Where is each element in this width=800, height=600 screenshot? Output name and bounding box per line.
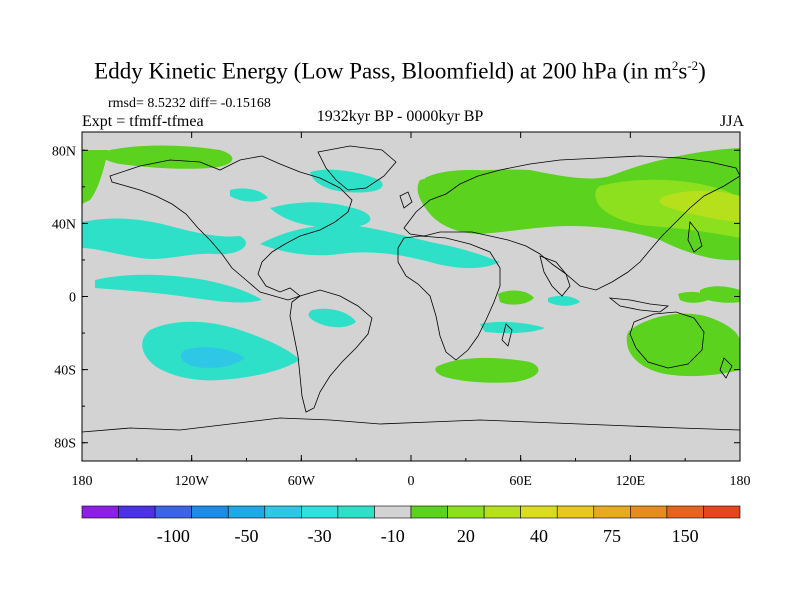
anomaly-north-atlantic-arctic-positive xyxy=(82,150,108,204)
coastlines xyxy=(82,145,740,433)
colorbar-label: 75 xyxy=(603,526,621,546)
anomaly-mid-atlantic-negative xyxy=(270,202,371,228)
coast-madagascar xyxy=(501,323,513,347)
colorbar-swatch xyxy=(81,505,119,519)
x-tick-label: 120E xyxy=(616,474,646,489)
coast-greenland xyxy=(317,145,397,191)
coast-africa xyxy=(397,235,501,361)
colorbar-label: -50 xyxy=(235,526,259,546)
x-tick-label: 180 xyxy=(72,474,93,489)
plot-title: Eddy Kinetic Energy (Low Pass, Bloomfiel… xyxy=(94,58,706,84)
y-tick-label: 40S xyxy=(54,364,76,379)
colorbar-swatch xyxy=(154,505,192,519)
colorbar-swatch xyxy=(374,505,412,519)
anomaly-arctic-positive xyxy=(102,145,233,169)
colorbar-swatch xyxy=(191,505,229,519)
anomaly-north-atlantic-negative xyxy=(260,224,500,269)
anomaly-australia-positive xyxy=(626,313,740,377)
rmsd-diff-stats: rmsd= 8.5232 diff= -0.15168 xyxy=(108,96,271,111)
colorbar-label: 150 xyxy=(672,526,699,546)
y-tick-label: 80S xyxy=(54,437,76,452)
anomaly-arctic-americas-negative xyxy=(310,169,383,193)
anomaly-indian-negative xyxy=(480,321,545,334)
coast-australia xyxy=(629,311,705,369)
colorbar-swatch xyxy=(118,505,156,519)
colorbar-swatch xyxy=(630,505,668,519)
x-tick-label: 0 xyxy=(408,474,415,489)
colorbar-label: -30 xyxy=(308,526,332,546)
colorbar-label: 40 xyxy=(530,526,548,546)
y-tick-label: 80N xyxy=(52,144,76,159)
x-tick-label: 180 xyxy=(730,474,751,489)
season-label: JJA xyxy=(719,113,744,130)
coast-new-zealand xyxy=(719,357,733,379)
experiment-label: Expt = tfmff-tfmea xyxy=(82,113,204,130)
anomaly-eurasia-positive xyxy=(417,148,740,261)
coast-antarctica xyxy=(82,417,740,433)
colorbar: -100 -50 -30 -10 20 40 75 150 xyxy=(81,505,741,546)
colorbar-swatch xyxy=(520,505,558,519)
colorbar-swatch xyxy=(301,505,339,519)
y-tick-label: 40N xyxy=(52,217,76,232)
colorbar-label: 20 xyxy=(457,526,475,546)
coast-india xyxy=(539,255,571,297)
coast-north-america xyxy=(109,155,353,301)
axis-ticks: 180 120W 60W 0 60E 120E 180 80N 40N 0 40S 80S xyxy=(52,132,751,489)
coast-japan xyxy=(687,220,703,253)
coast-indonesia xyxy=(608,297,670,313)
colorbar-swatch xyxy=(703,505,741,519)
coast-eurasia xyxy=(403,155,740,291)
colorbar-swatch xyxy=(556,505,595,519)
anomaly-indian-negative-2 xyxy=(548,295,580,306)
y-tick-label: 0 xyxy=(69,291,76,306)
colorbar-label: -100 xyxy=(157,526,190,546)
x-tick-label: 60E xyxy=(509,474,532,489)
coast-south-america xyxy=(289,289,373,413)
x-tick-label: 120W xyxy=(175,474,210,489)
anomaly-south-pacific-core xyxy=(180,347,245,368)
colorbar-swatch xyxy=(593,505,631,519)
anomaly-greenland-negative xyxy=(230,188,268,202)
period-label: 1932kyr BP - 0000kyr BP xyxy=(316,108,484,125)
colorbar-swatch xyxy=(337,505,375,519)
anomaly-south-indian-positive xyxy=(435,357,539,383)
colorbar-swatch xyxy=(227,505,266,519)
x-tick-label: 60W xyxy=(288,474,316,489)
colorbar-swatch xyxy=(410,505,448,519)
anomaly-africa-positive xyxy=(498,290,534,305)
anomaly-south-atlantic-negative xyxy=(308,308,356,328)
anomaly-greenland-positive xyxy=(425,170,500,186)
anomaly-tropical-pacific-negative xyxy=(95,274,262,303)
colorbar-swatch xyxy=(666,505,704,519)
colorbar-swatch xyxy=(447,505,485,519)
colorbar-label: -10 xyxy=(381,526,405,546)
colorbar-swatch xyxy=(483,505,521,519)
colorbar-swatch xyxy=(264,505,302,519)
anomaly-pacific-yellow-core xyxy=(659,190,740,222)
anomaly-korea-positive xyxy=(700,286,740,303)
anomaly-fill-layer xyxy=(82,145,740,433)
anomaly-east-pacific-negative xyxy=(82,218,246,259)
coast-uk xyxy=(399,191,413,209)
